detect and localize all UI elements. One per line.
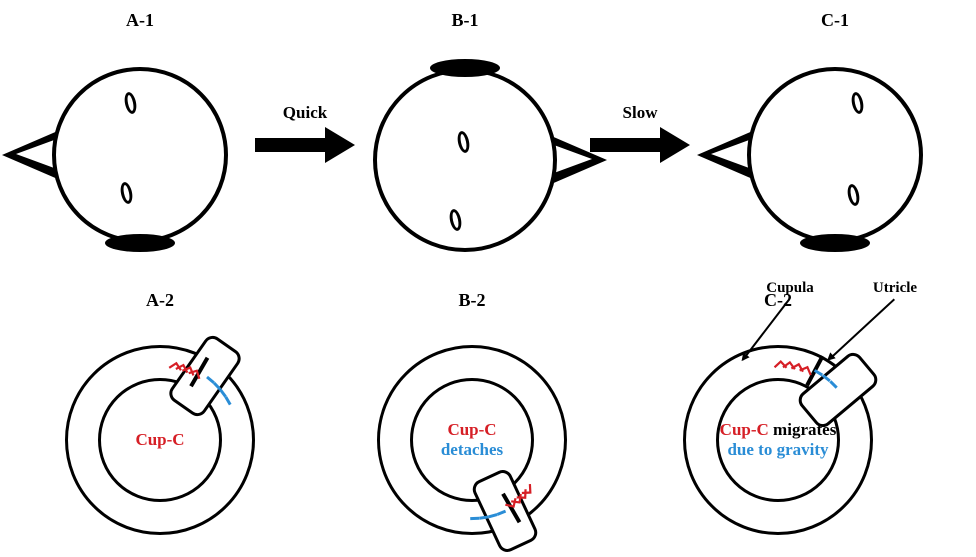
arrow-label-1: Slow [623, 103, 658, 123]
leader-label-1: Utricle [873, 280, 917, 297]
arrow-label-0: Quick [283, 103, 327, 123]
row-2-rings: A-2B-2C-2Cup-CCup-CdetachesCup-C migrate… [0, 290, 976, 550]
arrow-head-0 [325, 127, 355, 163]
ring-text-0-0: Cup-C [135, 430, 184, 450]
arrow-head-1 [660, 127, 690, 163]
ring-text-2-0: Cup-C migrates [720, 420, 837, 440]
ring-text-1-0: Cup-C [447, 420, 496, 440]
head-circle-0 [52, 67, 228, 243]
panel-title-c1: C-1 [821, 10, 849, 31]
head-circle-1 [373, 68, 557, 252]
leader-label-0: Cupula [766, 280, 814, 297]
panel-title-b1: B-1 [452, 10, 479, 31]
base-ell-2 [800, 234, 870, 252]
base-ell-0 [105, 234, 175, 252]
panel-title-b2: B-2 [459, 290, 486, 311]
panel-title-a2: A-2 [146, 290, 174, 311]
ring-text-2-1: due to gravity [727, 440, 828, 460]
ring-text-1-1: detaches [441, 440, 503, 460]
head-circle-2 [747, 67, 923, 243]
base-ell-1 [430, 59, 500, 77]
panel-title-a1: A-1 [126, 10, 154, 31]
arrow-body-0 [255, 138, 325, 152]
row-1-heads: A-1 B-1 C-1 Quick Slow [0, 0, 976, 280]
